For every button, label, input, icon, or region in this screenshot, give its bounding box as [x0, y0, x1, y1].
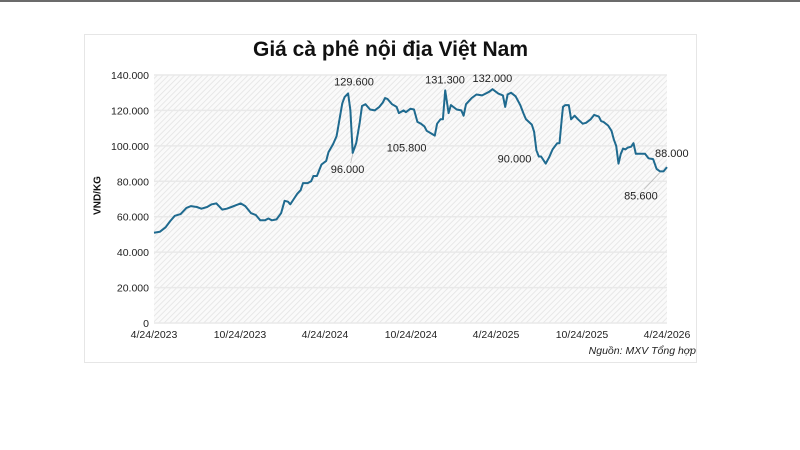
y-axis-ticks: 0 20.000 40.000 60.000 80.000 100.000 120.000 1…: [111, 70, 149, 330]
x-tick-label: 4/24/2024: [302, 329, 349, 341]
x-tick-label: 10/24/2023: [214, 329, 267, 341]
x-tick-label: 10/24/2024: [385, 329, 438, 341]
plot-area: [154, 75, 667, 323]
data-label: 131.300: [425, 74, 465, 86]
y-tick-label: 40.000: [117, 247, 149, 259]
data-label: 85.600: [624, 190, 658, 202]
data-labels: 129.600 96.000 131.300 105.800 132.000 90.000…: [331, 73, 689, 202]
data-label: 132.000: [473, 73, 513, 85]
data-label: 88.000: [655, 148, 689, 160]
y-tick-label: 0: [143, 318, 149, 330]
chart-title: Giá cà phê nội địa Việt Nam: [252, 38, 529, 61]
data-label: 96.000: [331, 164, 365, 176]
y-tick-label: 80.000: [117, 176, 149, 188]
y-tick-label: 100.000: [111, 141, 149, 153]
source-note: Nguồn: MXV Tổng hợp: [588, 345, 696, 357]
x-tick-label: 4/24/2025: [473, 329, 520, 341]
price-line: [153, 88, 668, 234]
x-tick-label: 4/24/2023: [131, 329, 178, 341]
y-tick-label: 140.000: [111, 70, 149, 82]
y-tick-label: 60.000: [117, 212, 149, 224]
plot-background: [154, 75, 667, 323]
y-tick-label: 20.000: [117, 283, 149, 295]
x-axis-ticks: 4/24/2023 10/24/2023 4/24/2024 10/24/2024 4/…: [131, 329, 691, 341]
x-tick-label: 10/24/2025: [556, 329, 609, 341]
top-border: [0, 0, 800, 2]
leader-line: [350, 153, 354, 164]
gridlines: [154, 74, 667, 324]
leader-line: [643, 172, 661, 190]
x-tick-label: 4/24/2026: [644, 329, 691, 341]
data-label: 90.000: [498, 154, 532, 166]
y-tick-label: 120.000: [111, 105, 149, 117]
data-label: 105.800: [387, 143, 427, 155]
series-line: [153, 88, 668, 234]
data-label: 129.600: [334, 76, 374, 88]
